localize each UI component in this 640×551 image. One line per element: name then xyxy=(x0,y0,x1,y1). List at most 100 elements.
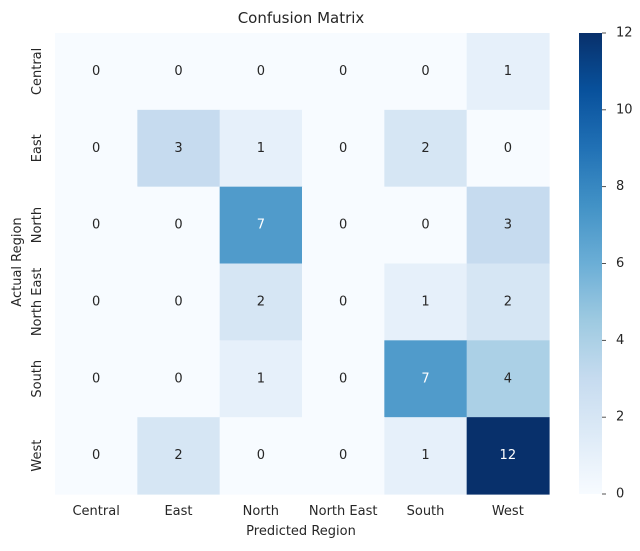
cell-annotation: 0 xyxy=(174,294,182,309)
heatmap-cell xyxy=(302,417,385,495)
y-axis-ticks: Central East North North East South West xyxy=(30,48,45,472)
cell-annotation: 0 xyxy=(504,141,512,156)
heatmap-cell xyxy=(219,263,303,341)
heatmap-cell xyxy=(137,109,221,188)
heatmap-cell xyxy=(137,186,221,265)
heatmap-cell xyxy=(384,109,468,188)
heatmap-cell xyxy=(466,263,550,341)
colorbar-tick-label: 12 xyxy=(616,26,633,41)
heatmap-cell xyxy=(302,109,385,188)
y-tick-label: West xyxy=(30,440,45,472)
x-tick-label: South xyxy=(407,504,445,519)
cell-annotation: 0 xyxy=(339,141,347,156)
x-tick-label: Central xyxy=(72,504,119,519)
heatmap-cell xyxy=(55,417,138,495)
cell-annotation: 0 xyxy=(92,218,100,233)
y-tick-label: South xyxy=(30,360,45,398)
heatmap-cell xyxy=(302,186,385,265)
y-tick-label: North East xyxy=(30,268,45,337)
heatmap-cell xyxy=(55,33,138,111)
cell-annotation: 0 xyxy=(92,294,100,309)
cell-annotation: 0 xyxy=(339,218,347,233)
heatmap-cell xyxy=(384,186,468,265)
heatmap-cell xyxy=(137,33,221,111)
heatmap-cell xyxy=(219,186,303,265)
heatmap-cell xyxy=(466,33,550,111)
y-tick-label: North xyxy=(30,207,45,243)
colorbar-tick-label: 6 xyxy=(616,256,624,271)
cell-annotation: 0 xyxy=(339,64,347,79)
cell-annotation: 4 xyxy=(504,371,512,386)
heatmap-cell xyxy=(384,417,468,495)
y-axis-label: Actual Region xyxy=(10,217,25,306)
cell-annotation: 2 xyxy=(257,294,265,309)
heatmap-cell xyxy=(137,417,221,495)
heatmap-cell xyxy=(137,263,221,341)
colorbar-tick-label: 2 xyxy=(616,410,624,425)
cell-annotation: 1 xyxy=(257,371,265,386)
cell-annotation: 2 xyxy=(174,448,182,463)
cell-annotation: 3 xyxy=(504,218,512,233)
cell-annotation: 0 xyxy=(339,294,347,309)
heatmap-cell xyxy=(384,340,468,418)
cell-annotation: 0 xyxy=(257,64,265,79)
colorbar xyxy=(579,33,602,494)
x-axis-label: Predicted Region xyxy=(246,524,356,539)
colorbar-ticks: 0 2 4 6 8 10 12 xyxy=(602,26,633,502)
heatmap-cell xyxy=(466,417,550,495)
colorbar-tick-label: 0 xyxy=(616,487,624,502)
cell-annotation: 0 xyxy=(92,64,100,79)
heatmap-cell xyxy=(219,109,303,188)
x-tick-label: North East xyxy=(309,504,378,519)
heatmap-cell xyxy=(302,263,385,341)
cell-annotations: 0 0 0 0 0 10 3 1 0 2 00 0 7 0 0 30 0 2 0 1 20 0 1 0 7 40 2 0 0 1 12 xyxy=(92,64,516,463)
x-tick-label: North xyxy=(243,504,279,519)
x-tick-label: East xyxy=(164,504,192,519)
cell-annotation: 0 xyxy=(174,64,182,79)
cell-annotation: 1 xyxy=(257,141,265,156)
cell-annotation: 7 xyxy=(421,371,429,386)
cell-annotation: 0 xyxy=(174,371,182,386)
cell-annotation: 0 xyxy=(92,448,100,463)
heatmap-cell xyxy=(302,33,385,111)
cell-annotation: 0 xyxy=(339,448,347,463)
heatmap-cell xyxy=(55,263,138,341)
cell-annotation: 1 xyxy=(421,448,429,463)
heatmap-cell xyxy=(219,340,303,418)
x-axis-ticks: Central East North North East South West xyxy=(72,504,523,519)
heatmap-cell xyxy=(219,33,303,111)
cell-annotation: 0 xyxy=(421,64,429,79)
cell-annotation: 0 xyxy=(421,218,429,233)
heatmap-cell xyxy=(219,417,303,495)
chart-title: Confusion Matrix xyxy=(238,9,365,27)
cell-annotation: 1 xyxy=(504,64,512,79)
y-tick-label: East xyxy=(30,134,45,162)
colorbar-tick-label: 4 xyxy=(616,333,624,348)
heatmap-cell xyxy=(466,340,550,418)
heatmap-cells xyxy=(55,33,550,495)
heatmap-cell xyxy=(302,340,385,418)
cell-annotation: 2 xyxy=(421,141,429,156)
heatmap-cell xyxy=(55,340,138,418)
cell-annotation: 2 xyxy=(504,294,512,309)
heatmap-cell xyxy=(466,109,550,188)
cell-annotation: 0 xyxy=(257,448,265,463)
heatmap-cell xyxy=(384,33,468,111)
cell-annotation: 1 xyxy=(421,294,429,309)
cell-annotation: 0 xyxy=(174,218,182,233)
cell-annotation: 0 xyxy=(339,371,347,386)
y-tick-label: Central xyxy=(30,48,45,95)
cell-annotation: 0 xyxy=(92,371,100,386)
x-tick-label: West xyxy=(492,504,524,519)
heatmap-cell xyxy=(55,109,138,188)
cell-annotation: 3 xyxy=(174,141,182,156)
cell-annotation: 0 xyxy=(92,141,100,156)
colorbar-tick-label: 10 xyxy=(616,102,633,117)
heatmap-cell xyxy=(55,186,138,265)
colorbar-tick-label: 8 xyxy=(616,179,624,194)
heatmap-cell xyxy=(384,263,468,341)
heatmap-cell xyxy=(466,186,550,265)
heatmap-cell xyxy=(137,340,221,418)
